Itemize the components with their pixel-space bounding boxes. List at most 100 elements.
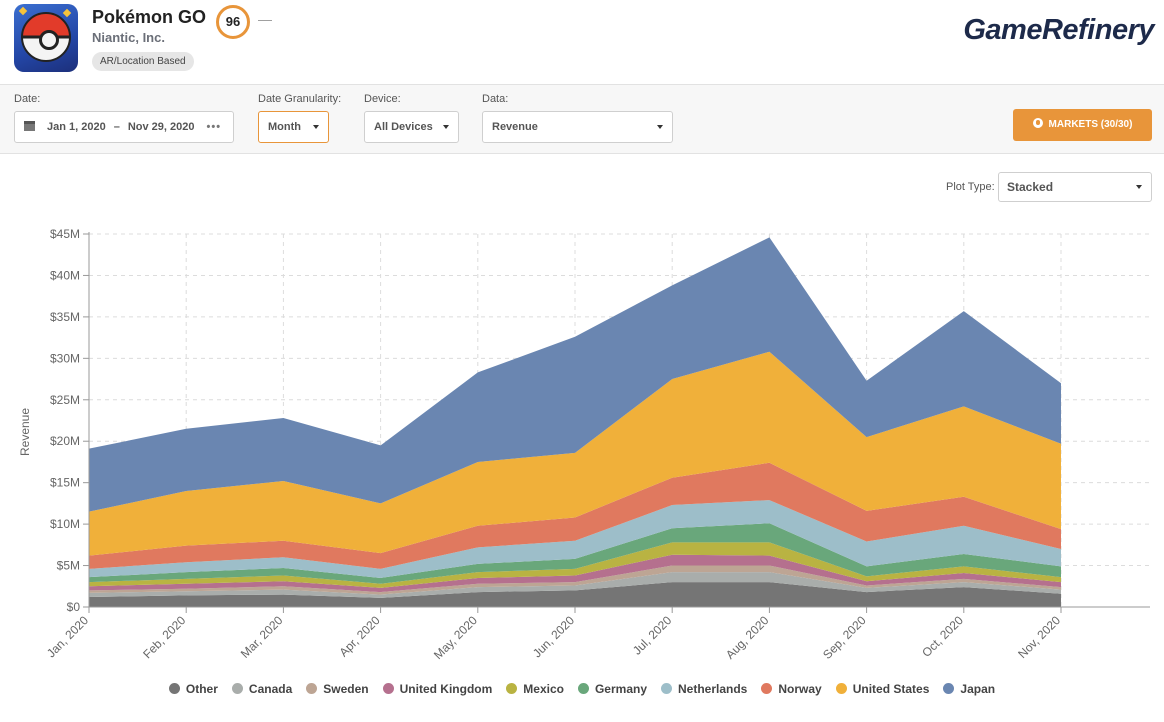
legend-item-netherlands[interactable]: Netherlands bbox=[661, 680, 747, 698]
legend-label: United Kingdom bbox=[399, 682, 493, 696]
area-japan[interactable] bbox=[89, 237, 1061, 512]
plot-type-label: Plot Type: bbox=[946, 181, 995, 193]
chart-legend: Other Canada Sweden United Kingdom Mexico Ger… bbox=[0, 680, 1164, 700]
granularity-value: Month bbox=[268, 121, 301, 133]
legend-label: Norway bbox=[778, 682, 822, 696]
y-tick-label: $0 bbox=[67, 600, 81, 614]
score-trend: — bbox=[258, 11, 272, 27]
legend-label: Sweden bbox=[323, 682, 369, 696]
y-tick-label: $15M bbox=[50, 476, 80, 490]
chevron-down-icon bbox=[1136, 185, 1142, 189]
area-united-states[interactable] bbox=[89, 351, 1061, 556]
date-range-picker[interactable]: Jan 1, 2020– Nov 29, 2020 ••• bbox=[14, 111, 234, 143]
markets-button-label: MARKETS (30/30) bbox=[1048, 119, 1133, 130]
revenue-stacked-area-chart: $0 $5M $10M $15M $20M $25M $30M $35M $40M $45M Jan… bbox=[18, 227, 1150, 662]
x-tick-label: Aug, 2020 bbox=[723, 613, 772, 662]
y-tick-label: $35M bbox=[50, 310, 80, 324]
area-other[interactable] bbox=[89, 582, 1061, 607]
granularity-label: Date Granularity: bbox=[258, 93, 342, 105]
x-tick-label: Jul, 2020 bbox=[630, 613, 675, 658]
x-tick-label: Sep, 2020 bbox=[820, 613, 869, 662]
app-icon bbox=[14, 4, 78, 72]
legend-dot-icon bbox=[506, 683, 518, 694]
plot-type-select[interactable]: Stacked bbox=[998, 172, 1152, 202]
legend-dot-icon bbox=[661, 683, 672, 694]
legend-dot-icon bbox=[306, 683, 318, 694]
legend-item-united-states[interactable]: United States bbox=[835, 680, 930, 698]
y-tick-label: $40M bbox=[50, 268, 80, 282]
x-tick-label: Feb, 2020 bbox=[140, 613, 188, 661]
legend-item-norway[interactable]: Norway bbox=[761, 680, 822, 698]
legend-dot-icon bbox=[382, 683, 394, 694]
legend-label: Other bbox=[185, 682, 218, 696]
data-value: Revenue bbox=[492, 121, 538, 133]
area-canada[interactable] bbox=[89, 572, 1061, 598]
genre-tag[interactable]: AR/Location Based bbox=[92, 52, 194, 71]
brand-logo[interactable]: GameRefinery bbox=[963, 14, 1154, 46]
app-title: Pokémon GO bbox=[92, 7, 207, 27]
globe-icon bbox=[1032, 118, 1043, 128]
x-tick-label: Oct, 2020 bbox=[919, 613, 966, 660]
app-header: Pokémon GO Niantic, Inc. AR/Location Bas… bbox=[0, 0, 1164, 85]
x-tick-label: Apr, 2020 bbox=[336, 613, 382, 659]
legend-dot-icon bbox=[761, 683, 773, 694]
chevron-down-icon bbox=[313, 125, 319, 129]
y-tick-label: $45M bbox=[50, 227, 80, 241]
data-label: Data: bbox=[482, 93, 509, 105]
legend-item-sweden[interactable]: Sweden bbox=[306, 680, 369, 698]
legend-dot-icon bbox=[168, 683, 180, 694]
x-tick-label: Jun, 2020 bbox=[530, 613, 577, 660]
x-tick-label: Mar, 2020 bbox=[238, 613, 286, 661]
score-badge: 96 bbox=[216, 5, 250, 39]
y-tick-label: $30M bbox=[50, 351, 80, 365]
chevron-down-icon bbox=[443, 125, 449, 129]
area-mexico[interactable] bbox=[89, 542, 1061, 588]
date-start: Jan 1, 2020 bbox=[47, 121, 106, 133]
x-tick-label: May, 2020 bbox=[431, 613, 480, 662]
legend-item-mexico[interactable]: Mexico bbox=[506, 680, 564, 698]
legend-label: United States bbox=[852, 682, 930, 696]
legend-label: Germany bbox=[594, 682, 647, 696]
device-select[interactable]: All Devices bbox=[364, 111, 459, 143]
legend-dot-icon bbox=[231, 683, 243, 694]
legend-label: Mexico bbox=[523, 682, 564, 696]
date-end: Nov 29, 2020 bbox=[127, 121, 195, 133]
legend-item-canada[interactable]: Canada bbox=[231, 680, 293, 698]
legend-label: Japan bbox=[960, 682, 996, 696]
date-separator: – bbox=[113, 121, 120, 133]
markets-button[interactable]: MARKETS (30/30) bbox=[1013, 109, 1152, 141]
area-series bbox=[89, 237, 1061, 607]
legend-dot-icon bbox=[943, 683, 955, 694]
pokeball-icon bbox=[21, 12, 71, 62]
legend-item-other[interactable]: Other bbox=[168, 680, 218, 698]
calendar-icon bbox=[24, 121, 35, 131]
y-tick-label: $10M bbox=[50, 517, 80, 531]
area-norway[interactable] bbox=[89, 462, 1061, 569]
granularity-select[interactable]: Month bbox=[258, 111, 329, 143]
legend-label: Netherlands bbox=[678, 682, 748, 696]
x-tick-label: Jan, 2020 bbox=[44, 613, 91, 660]
data-select[interactable]: Revenue bbox=[482, 111, 673, 143]
app-developer: Niantic, Inc. bbox=[92, 30, 165, 45]
x-tick-label: Nov, 2020 bbox=[1015, 613, 1063, 661]
y-tick-label: $20M bbox=[50, 434, 80, 448]
more-icon[interactable]: ••• bbox=[206, 121, 222, 133]
y-tick-label: $25M bbox=[50, 393, 80, 407]
legend-label: Canada bbox=[248, 682, 293, 696]
legend-item-germany[interactable]: Germany bbox=[577, 680, 647, 698]
y-axis-label: Revenue bbox=[18, 408, 32, 456]
chevron-down-icon bbox=[657, 125, 663, 129]
plot-type-value: Stacked bbox=[1007, 180, 1054, 194]
filter-bar: Date: Jan 1, 2020– Nov 29, 2020 ••• Date G… bbox=[0, 85, 1164, 154]
area-germany[interactable] bbox=[89, 523, 1061, 584]
legend-item-japan[interactable]: Japan bbox=[943, 680, 995, 698]
legend-dot-icon bbox=[835, 683, 847, 694]
legend-item-united-kingdom[interactable]: United Kingdom bbox=[382, 680, 493, 698]
area-netherlands[interactable] bbox=[89, 500, 1061, 578]
device-label: Device: bbox=[364, 93, 401, 105]
device-value: All Devices bbox=[374, 121, 433, 133]
date-label: Date: bbox=[14, 93, 41, 105]
y-tick-label: $5M bbox=[57, 559, 80, 573]
legend-dot-icon bbox=[577, 683, 589, 694]
area-united-kingdom[interactable] bbox=[89, 554, 1061, 593]
